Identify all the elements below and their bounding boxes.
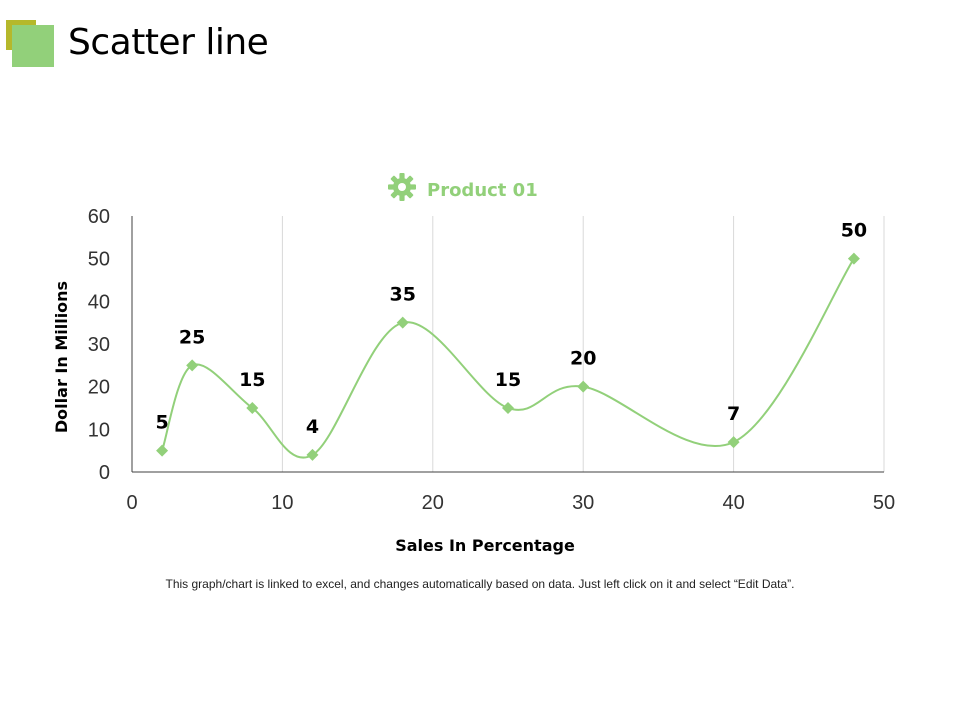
slide-title: Scatter line: [68, 22, 269, 63]
data-label: 35: [389, 284, 415, 306]
data-point[interactable]: [396, 316, 409, 329]
x-tick-label: 20: [422, 492, 444, 514]
y-tick-label: 10: [88, 419, 110, 441]
data-label: 7: [727, 403, 740, 425]
data-point[interactable]: [727, 436, 740, 449]
x-tick-label: 50: [873, 492, 895, 514]
y-tick-label: 30: [88, 334, 110, 356]
data-point[interactable]: [156, 444, 169, 457]
x-tick-label: 30: [572, 492, 594, 514]
x-axis-title: Sales In Percentage: [395, 536, 575, 555]
data-label: 50: [841, 220, 867, 242]
x-tick-label: 0: [126, 492, 137, 514]
x-tick-label: 40: [722, 492, 744, 514]
legend[interactable]: Product 01: [388, 173, 538, 201]
gear-icon: [388, 173, 416, 201]
data-point[interactable]: [186, 359, 199, 372]
data-point[interactable]: [847, 252, 860, 265]
y-axis-title: Dollar In Millions: [52, 281, 71, 433]
footnote: This graph/chart is linked to excel, and…: [165, 577, 795, 591]
legend-label: Product 01: [427, 180, 538, 201]
series-line: [161, 258, 855, 459]
data-point[interactable]: [502, 402, 514, 414]
axes: 0 10 20 30 40 50 60 0 10 20 30 40 50: [88, 206, 895, 514]
y-tick-label: 40: [88, 291, 110, 313]
y-tick-label: 50: [88, 249, 110, 271]
data-label: 5: [155, 412, 168, 434]
x-tick-label: 10: [271, 492, 293, 514]
data-point[interactable]: [577, 380, 590, 393]
data-point[interactable]: [306, 448, 319, 461]
data-label: 25: [179, 326, 205, 348]
title-accent-square: [12, 25, 54, 67]
data-point[interactable]: [246, 402, 259, 414]
y-tick-label: 20: [88, 377, 110, 399]
series-layer: 5 25 15 4 35 15 20 7 50: [155, 220, 867, 461]
y-tick-label: 0: [99, 462, 110, 484]
data-label: 20: [570, 348, 596, 370]
data-label: 15: [239, 369, 265, 391]
data-label: 4: [306, 416, 319, 438]
data-label: 15: [495, 369, 521, 391]
grid-lines: [281, 216, 885, 472]
y-tick-label: 60: [88, 206, 110, 228]
